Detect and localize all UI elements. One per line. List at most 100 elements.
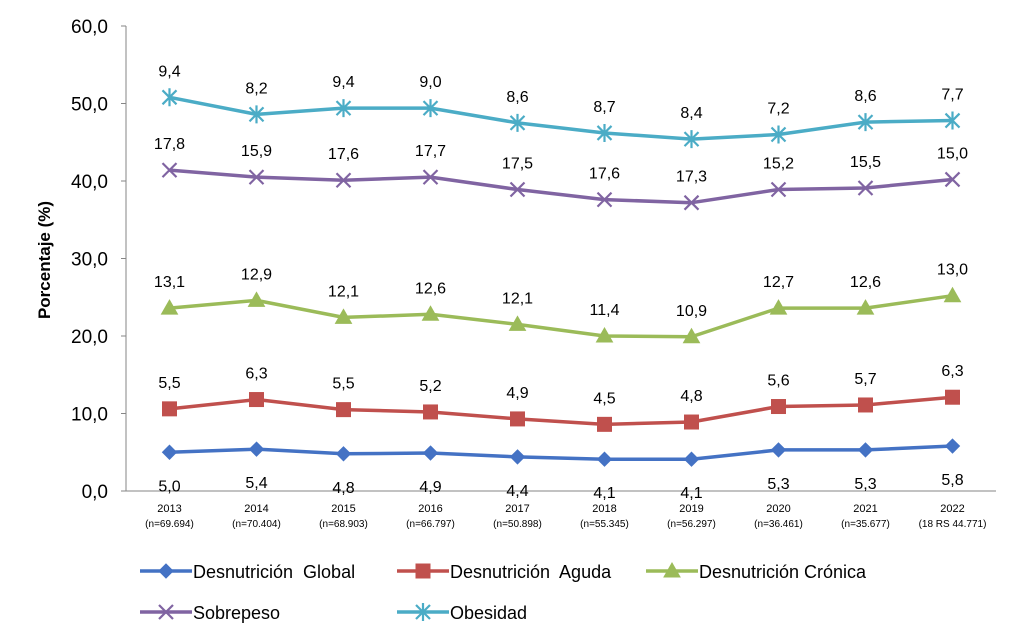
data-label: 15,5 <box>850 154 881 171</box>
data-label: 11,4 <box>590 302 620 319</box>
data-point-marker <box>422 445 439 461</box>
data-point-marker <box>160 299 179 315</box>
series-line <box>169 293 953 339</box>
series-line <box>169 444 953 461</box>
x-tick-year: 2016 <box>418 503 442 515</box>
data-point-marker <box>509 113 526 132</box>
data-label: 17,8 <box>154 136 185 153</box>
y-tick-label: 20,0 <box>71 327 108 348</box>
data-label: 5,3 <box>767 476 789 493</box>
series-4: 17,8 15,9 17,6 17,7 17,5 17,6 17,3 15,2 15,5 15,0 <box>154 136 968 211</box>
data-label: 17,7 <box>415 143 446 160</box>
data-label: 15,2 <box>763 156 794 173</box>
data-label: 9,4 <box>158 63 180 80</box>
data-label: 12,6 <box>850 274 881 291</box>
data-label: 15,9 <box>241 143 272 160</box>
data-label: 8,6 <box>854 88 876 105</box>
data-label: 9,0 <box>419 74 441 91</box>
y-tick-label: 10,0 <box>71 405 108 426</box>
data-label: 5,7 <box>854 371 876 388</box>
data-label: 5,6 <box>767 373 789 390</box>
legend-item: Obesidad <box>397 603 527 623</box>
series-2: 5,5 6,3 5,5 5,2 4,9 4,5 4,8 5,6 5,7 6,3 <box>158 363 964 432</box>
data-point-marker <box>161 162 178 178</box>
data-point-marker <box>248 441 265 457</box>
data-point-marker <box>422 169 439 185</box>
y-tick-label: 50,0 <box>71 95 108 116</box>
x-tick-year: 2014 <box>244 503 268 515</box>
data-point-marker <box>335 99 352 118</box>
data-label: 7,2 <box>767 101 789 118</box>
series-line <box>169 395 953 427</box>
x-tick-sample-size: (n=55.345) <box>580 519 629 530</box>
data-point-marker <box>770 125 787 144</box>
legend-item: Desnutrición Global <box>140 562 355 582</box>
data-point-marker <box>683 194 700 211</box>
data-point-marker <box>858 397 873 413</box>
legend-label: Obesidad <box>450 603 527 623</box>
data-label: 4,8 <box>680 388 702 405</box>
data-label: 13,0 <box>937 262 968 279</box>
data-point-marker <box>596 451 613 467</box>
data-point-marker <box>334 308 353 324</box>
data-label: 17,3 <box>676 169 707 186</box>
data-point-marker <box>770 442 787 458</box>
data-point-marker <box>510 411 525 427</box>
data-point-marker <box>856 299 875 315</box>
data-label: 4,9 <box>419 479 441 496</box>
data-point-marker <box>423 404 438 420</box>
data-point-marker <box>944 111 961 130</box>
legend-label: Sobrepeso <box>193 603 280 623</box>
data-point-marker <box>161 444 178 460</box>
x-tick-year: 2015 <box>331 503 355 515</box>
legend-label: Desnutrición Crónica <box>699 562 867 582</box>
data-point-marker <box>944 438 961 454</box>
x-tick-sample-size: (n=70.404) <box>232 519 281 530</box>
data-point-marker <box>421 305 440 321</box>
x-tick-year: 2021 <box>853 503 877 515</box>
data-point-marker <box>422 99 439 118</box>
data-point-marker <box>684 414 699 430</box>
data-point-marker <box>771 399 786 415</box>
x-tick-sample-size: (n=36.461) <box>754 519 803 530</box>
data-label: 6,3 <box>245 366 267 383</box>
data-label: 5,5 <box>158 375 180 392</box>
data-label: 5,3 <box>854 476 876 493</box>
x-tick-year: 2022 <box>940 503 964 515</box>
data-point-marker <box>248 105 265 124</box>
data-label: 4,5 <box>593 390 615 407</box>
data-point-marker <box>509 181 526 198</box>
data-point-marker <box>943 286 962 303</box>
data-label: 7,7 <box>941 87 963 104</box>
data-point-marker <box>161 88 178 107</box>
x-tick-sample-size: (n=50.898) <box>493 519 542 530</box>
data-point-marker <box>682 327 701 344</box>
y-tick-label: 30,0 <box>71 250 108 271</box>
data-label: 10,9 <box>676 303 707 320</box>
data-label: 4,9 <box>506 385 528 402</box>
data-label: 8,4 <box>680 105 702 122</box>
series-line <box>169 168 953 205</box>
legend-item: Sobrepeso <box>140 603 280 623</box>
data-point-marker <box>769 299 788 315</box>
x-tick-labels: 2013 (n=69.694) 2014 (n=70.404) 2015 (n=68.90… <box>145 503 986 530</box>
y-axis-label: Porcentaje (%) <box>35 201 54 319</box>
data-label: 12,7 <box>763 274 794 291</box>
data-point-marker <box>508 315 527 331</box>
data-label: 17,6 <box>328 146 359 163</box>
data-point-marker <box>770 181 787 198</box>
data-point-marker <box>857 442 874 458</box>
legend-item: Desnutrición Aguda <box>397 562 612 582</box>
x-tick-sample-size: (n=56.297) <box>667 519 716 530</box>
y-tick-label: 40,0 <box>71 172 108 193</box>
data-point-marker <box>857 180 874 196</box>
data-label: 12,1 <box>328 283 359 300</box>
y-tick-label: 60,0 <box>71 17 108 38</box>
data-point-marker <box>249 392 264 408</box>
data-label: 8,2 <box>245 80 267 97</box>
data-point-marker <box>162 401 177 417</box>
data-point-marker <box>683 130 700 149</box>
x-tick-sample-size: (n=69.694) <box>145 519 194 530</box>
data-label: 4,4 <box>506 483 528 500</box>
